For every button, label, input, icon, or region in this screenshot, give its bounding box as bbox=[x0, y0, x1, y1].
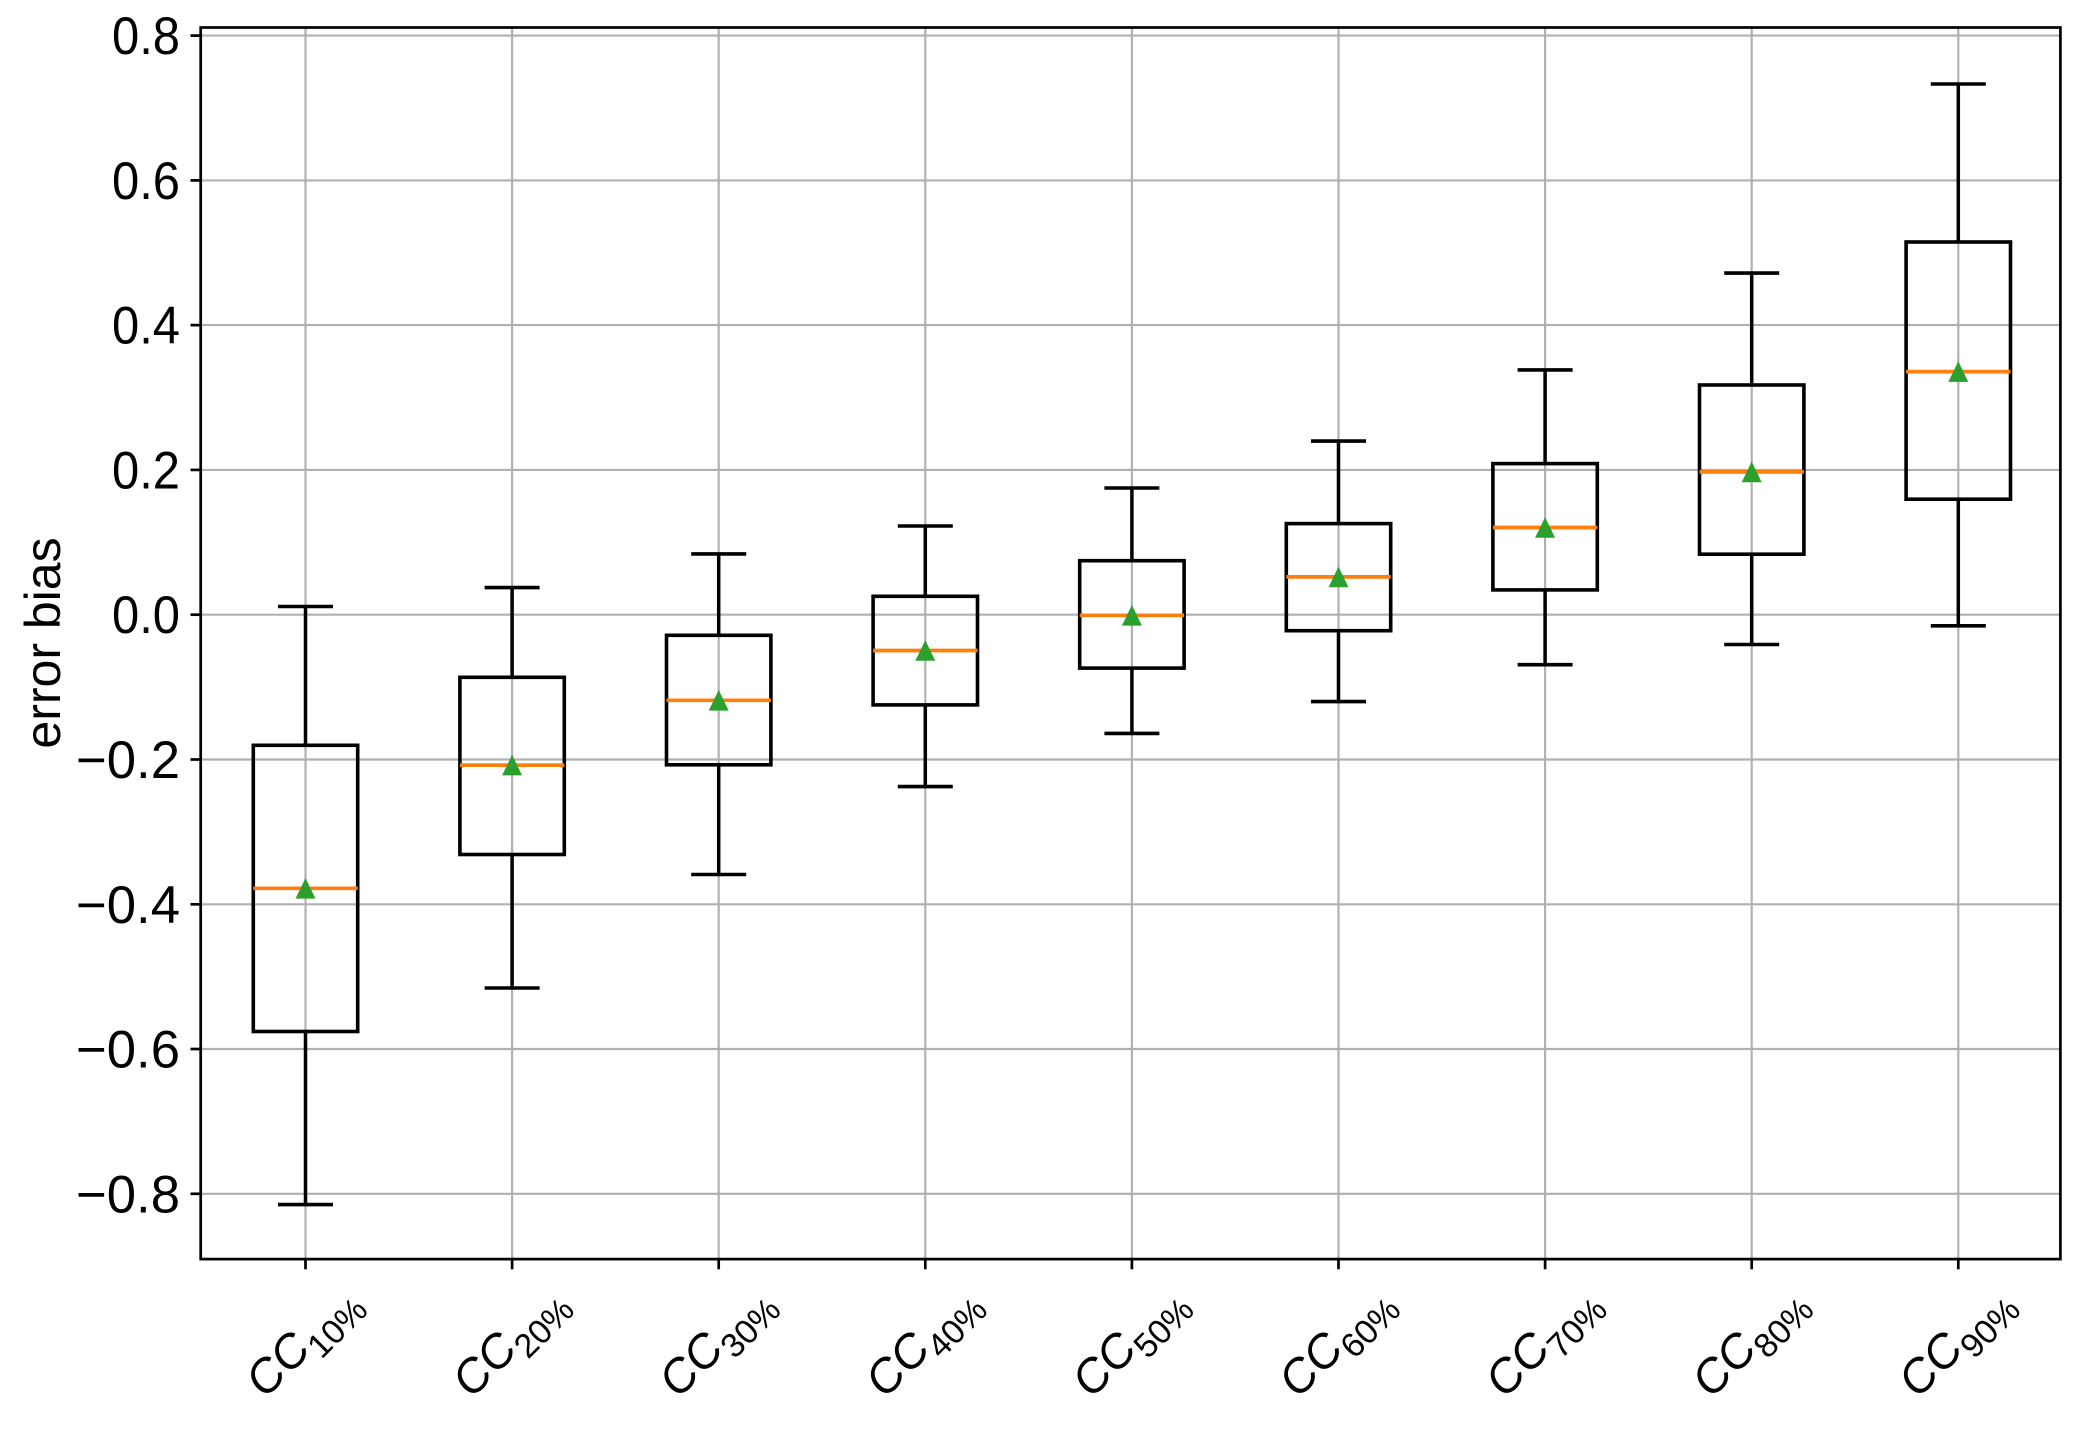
svg-text:0.8: 0.8 bbox=[112, 7, 180, 66]
svg-text:0.4: 0.4 bbox=[112, 297, 180, 356]
svg-text:−0.6: −0.6 bbox=[76, 1021, 180, 1080]
svg-text:0.2: 0.2 bbox=[112, 441, 180, 500]
svg-text:0.6: 0.6 bbox=[112, 152, 180, 211]
svg-text:0.0: 0.0 bbox=[112, 586, 180, 645]
svg-text:−0.8: −0.8 bbox=[76, 1165, 180, 1224]
svg-text:−0.4: −0.4 bbox=[76, 876, 180, 935]
svg-text:error bias: error bias bbox=[15, 537, 71, 748]
svg-text:−0.2: −0.2 bbox=[76, 731, 180, 790]
